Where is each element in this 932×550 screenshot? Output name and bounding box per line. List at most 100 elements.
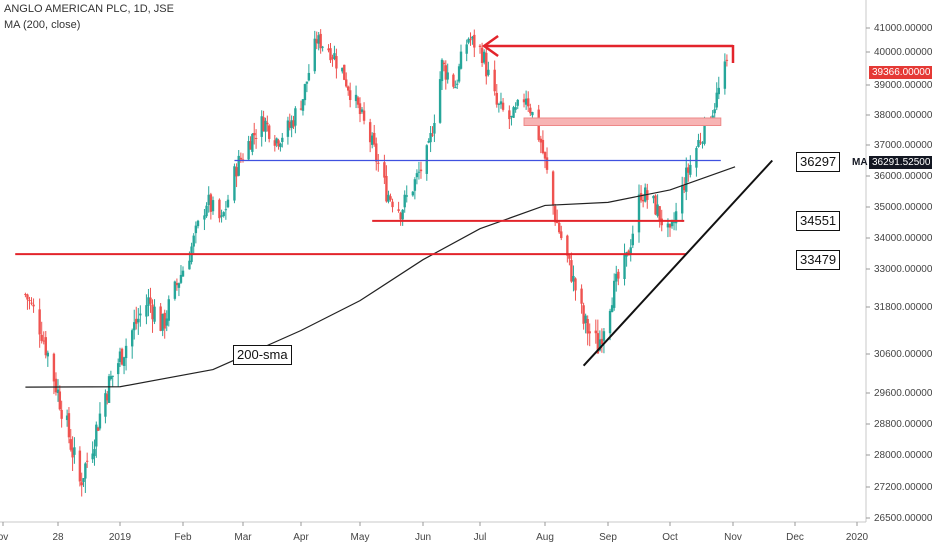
candle-body (93, 449, 96, 456)
candle-body (277, 140, 280, 147)
candle-body (501, 102, 505, 110)
candle-body (358, 103, 362, 115)
candle-body (666, 223, 670, 228)
candle-body (433, 122, 436, 134)
candle-body (687, 167, 690, 173)
candle-body (429, 132, 432, 143)
candle-body (305, 81, 309, 84)
candle-body (680, 185, 684, 214)
candle-body (459, 51, 463, 69)
rising-trendline (582, 159, 774, 367)
candle-body (292, 120, 295, 127)
candle-body (641, 199, 645, 202)
candle-body (281, 137, 284, 142)
candle-body (373, 132, 376, 145)
candle-body (703, 117, 706, 144)
candle-body (294, 108, 297, 126)
candle-body (58, 391, 62, 410)
candle-body (568, 255, 571, 259)
candle-body (226, 199, 230, 208)
candle-body (405, 195, 408, 197)
candle-body (403, 194, 406, 208)
candle-body (26, 294, 29, 300)
candle-body (239, 157, 243, 160)
candle-body (452, 74, 455, 87)
y-tick-label: 36000.00000 (874, 171, 932, 182)
candle-body (192, 235, 195, 247)
candle-body (52, 353, 56, 382)
candle-body (551, 171, 555, 206)
candle-body (98, 413, 102, 429)
candle-body (78, 450, 82, 482)
candle-body (42, 340, 45, 342)
candle-body (553, 206, 557, 223)
candle-body (106, 394, 109, 401)
candle-body (104, 393, 107, 417)
last-price-tag: 39366.00000 (869, 66, 932, 79)
candle-body (584, 315, 587, 324)
candle-body (120, 348, 124, 365)
y-tick-label: 28800.00000 (874, 419, 932, 430)
candle-body (637, 194, 641, 233)
y-tick-label: 40000.00000 (874, 47, 932, 58)
candle-body (44, 337, 47, 356)
x-tick-label: Sep (599, 532, 617, 543)
candle-body (391, 201, 394, 208)
candle-body (333, 53, 336, 60)
candle-body (235, 167, 238, 177)
candle-body (442, 62, 446, 65)
candle-body (360, 109, 364, 112)
candle-body (672, 221, 676, 223)
candle-body (600, 338, 604, 345)
level-label-33479: 33479 (796, 250, 841, 270)
y-tick-label: 38000.00000 (874, 110, 932, 121)
x-tick-label: ov (0, 532, 8, 543)
candle-body (560, 231, 563, 239)
x-tick-label: Feb (174, 532, 192, 543)
resistance-arrow-head (481, 34, 499, 58)
candle-body (588, 331, 591, 334)
candle-body (203, 215, 206, 220)
candle-body (438, 79, 442, 123)
candle-body (224, 209, 228, 211)
candle-body (163, 312, 166, 329)
candle-body (602, 331, 606, 341)
candle-body (397, 209, 400, 211)
x-tick-label: Oct (662, 532, 678, 543)
candle-body (194, 225, 198, 234)
candle-body (629, 247, 632, 254)
candle-body (527, 98, 530, 107)
candle-body (631, 233, 634, 246)
candle-body (135, 318, 138, 324)
candle-body (60, 409, 63, 419)
candle-body (572, 275, 575, 282)
candle-body (375, 143, 378, 162)
candle-body (701, 142, 704, 144)
candle-body (329, 48, 332, 61)
candle-body (153, 306, 156, 322)
x-tick-label: Jun (415, 532, 431, 543)
candle-body (65, 415, 69, 421)
candle-body (524, 98, 528, 105)
candle-body (389, 196, 392, 200)
candle-body (161, 313, 164, 331)
candle-body (122, 357, 126, 366)
x-tick-label: Nov (724, 532, 742, 543)
candle-body (118, 351, 122, 363)
candle-body (613, 280, 616, 308)
candle-body (262, 117, 265, 132)
candle-body (28, 300, 31, 302)
candle-body (652, 195, 655, 199)
candle-body (275, 138, 278, 144)
candle-body (570, 260, 573, 282)
candle-body (580, 288, 583, 304)
candle-body (715, 92, 718, 108)
candle-body (444, 65, 447, 80)
candle-body (508, 110, 511, 120)
candle-body (335, 56, 338, 69)
candle-body (377, 162, 380, 164)
candle-body (658, 206, 661, 221)
candle-body (46, 352, 50, 357)
y-tick-label: 31800.00000 (874, 302, 932, 313)
